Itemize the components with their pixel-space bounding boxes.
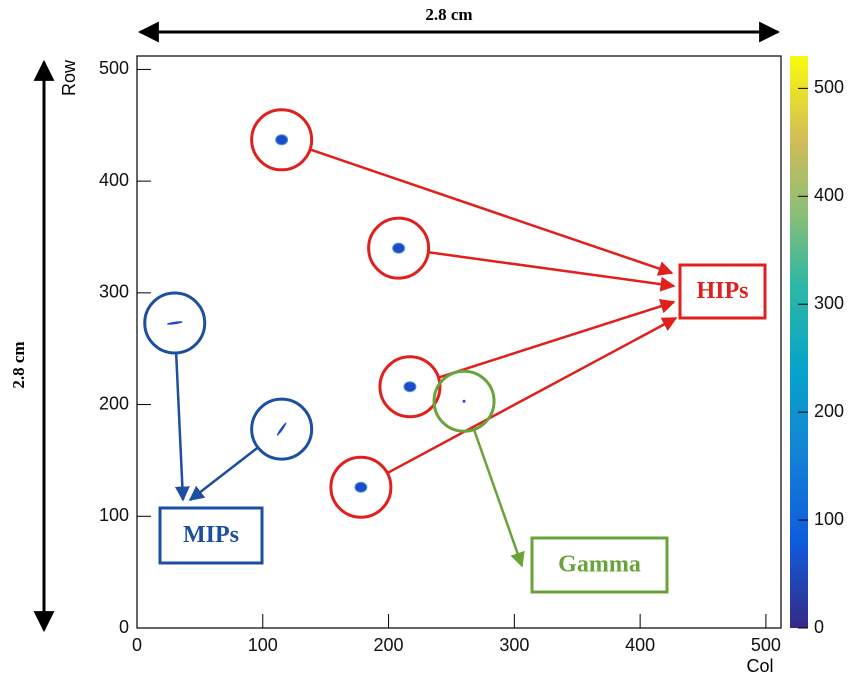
cluster	[463, 400, 466, 403]
cluster	[393, 243, 405, 253]
cluster	[404, 382, 416, 392]
arrow	[176, 353, 183, 500]
arrow	[310, 149, 672, 273]
cluster	[276, 135, 288, 145]
z-tick-label: 400	[814, 185, 844, 205]
colorbar	[790, 56, 808, 628]
x-tick-label: 500	[751, 635, 781, 655]
x-tick-label: 0	[132, 635, 142, 655]
arrow	[387, 318, 676, 473]
y-tick-label: 500	[99, 58, 129, 78]
z-tick-label: 200	[814, 401, 844, 421]
y-tick-label: 200	[99, 393, 129, 413]
x-tick-label: 100	[248, 635, 278, 655]
arrow	[439, 302, 674, 378]
arrow	[428, 252, 674, 286]
y-tick-label: 0	[119, 617, 129, 637]
chart: 2.8 cm 2.8 cm Row Col 0 100 200 300 400 500 0 1…	[0, 0, 855, 681]
y-tick-label: 100	[99, 505, 129, 525]
page: {"chart_data": { "type": "scatter", "x_l…	[0, 0, 855, 681]
scale-label: 2.8 cm	[9, 341, 28, 388]
scale-label: 2.8 cm	[425, 5, 472, 24]
y-axis-label: Row	[59, 59, 79, 96]
label-text: Gamma	[558, 552, 641, 578]
z-tick-label: 100	[814, 509, 844, 529]
cluster	[276, 422, 287, 437]
y-tick-label: 300	[99, 282, 129, 302]
z-tick-label: 300	[814, 293, 844, 313]
x-tick-label: 400	[625, 635, 655, 655]
x-tick-label: 200	[374, 635, 404, 655]
x-tick-label: 300	[499, 635, 529, 655]
x-axis-label: Col	[746, 656, 773, 676]
cluster	[167, 321, 183, 326]
y-tick-label: 400	[99, 170, 129, 190]
cluster	[355, 482, 367, 492]
arrow	[474, 430, 522, 566]
label-text: MIPs	[183, 522, 239, 548]
z-tick-label: 0	[814, 617, 824, 637]
z-tick-label: 500	[814, 77, 844, 97]
arrow	[190, 447, 258, 500]
label-text: HIPs	[696, 278, 748, 304]
